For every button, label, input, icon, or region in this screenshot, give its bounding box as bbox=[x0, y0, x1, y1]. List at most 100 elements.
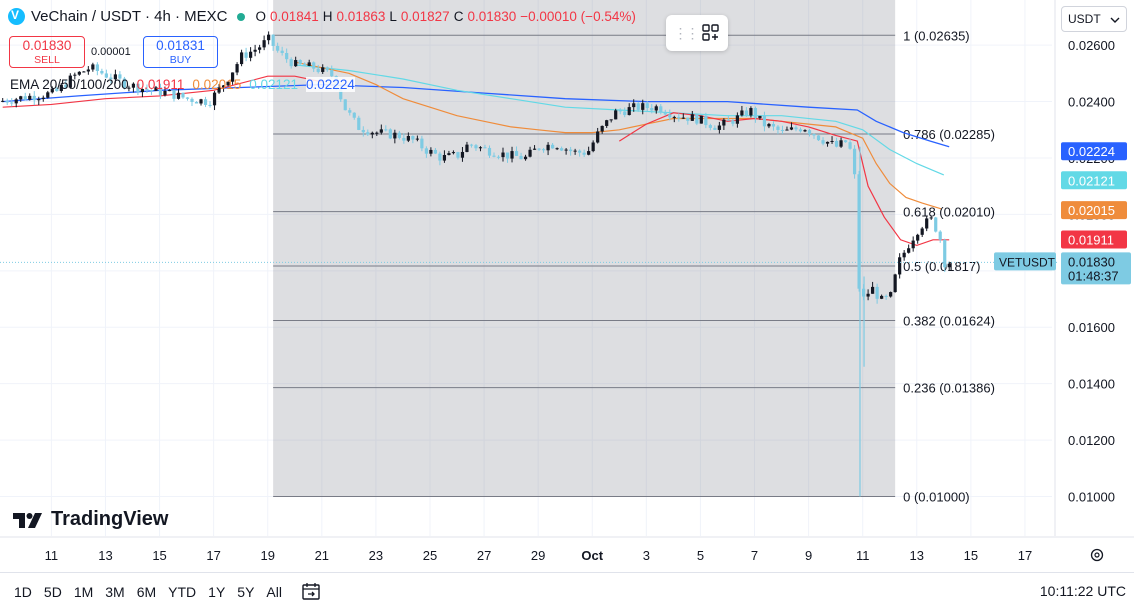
candle-body bbox=[154, 87, 158, 91]
utc-clock[interactable]: 10:11:22 UTC bbox=[1039, 583, 1126, 599]
candle-body bbox=[226, 81, 230, 86]
candle-body bbox=[406, 135, 410, 141]
ema200-value: 0.02224 bbox=[306, 77, 355, 92]
x-tick-label: 17 bbox=[206, 548, 220, 563]
symbol-tag-bg bbox=[994, 252, 1056, 271]
candle-body bbox=[203, 99, 208, 105]
range-button-all[interactable]: All bbox=[266, 583, 282, 600]
drag-handle-icon[interactable]: ⋮⋮ bbox=[673, 24, 700, 41]
candle-body bbox=[731, 120, 735, 124]
candle-body bbox=[514, 151, 519, 156]
candle-body bbox=[609, 119, 613, 121]
candle-body bbox=[726, 119, 730, 121]
candles bbox=[1, 31, 951, 497]
candle-body bbox=[235, 64, 239, 73]
candle-body bbox=[127, 87, 131, 89]
candle-body bbox=[911, 240, 915, 249]
candle-body bbox=[925, 218, 929, 229]
candle-body bbox=[41, 97, 45, 99]
x-tick-label: 23 bbox=[369, 548, 383, 563]
candle-body bbox=[487, 147, 492, 156]
candle-body bbox=[239, 52, 244, 65]
candle-body bbox=[880, 295, 884, 299]
candle-body bbox=[807, 130, 812, 134]
sell-button[interactable]: 0.01830 SELL bbox=[9, 36, 85, 68]
x-tick-label: 13 bbox=[910, 548, 924, 563]
candle-body bbox=[920, 228, 924, 235]
fib-retracement[interactable]: 1 (0.02635) 0.786 (0.02285) 0.618 (0.02010… bbox=[273, 0, 995, 505]
candle-body bbox=[713, 127, 717, 130]
sell-price: 0.01830 bbox=[22, 38, 72, 53]
symbol-title[interactable]: VeChain / USDT · 4h · MEXC bbox=[31, 8, 228, 25]
candle-body bbox=[596, 131, 600, 143]
candle-body bbox=[789, 127, 794, 130]
market-open-icon bbox=[237, 12, 246, 21]
candle-body bbox=[483, 147, 487, 149]
candle-body bbox=[289, 59, 293, 67]
candle-body bbox=[55, 88, 59, 92]
x-tick-label: 17 bbox=[1018, 548, 1032, 563]
calendar-go-to-date-icon[interactable] bbox=[300, 581, 322, 603]
range-button-ytd[interactable]: YTD bbox=[168, 583, 197, 600]
range-button-5y[interactable]: 5Y bbox=[237, 583, 255, 600]
candle-body bbox=[546, 144, 550, 151]
currency-select[interactable]: USDT bbox=[1061, 6, 1127, 32]
axes: 0.026000.024000.022000.020000.018000.016… bbox=[0, 0, 1134, 563]
candle-body bbox=[447, 153, 451, 156]
vechain-logo-icon bbox=[8, 8, 25, 25]
candle-body bbox=[600, 125, 604, 132]
candle-body bbox=[82, 71, 86, 73]
fib-level-label: 0 (0.01000) bbox=[903, 490, 970, 505]
high-value: 0.01863 bbox=[336, 9, 386, 24]
candle-body bbox=[825, 141, 830, 144]
candle-body bbox=[848, 142, 852, 149]
range-button-5d[interactable]: 5D bbox=[43, 583, 62, 600]
candle-body bbox=[145, 88, 149, 91]
tradingview-logo[interactable]: TradingView bbox=[13, 508, 168, 531]
gear-ring bbox=[1090, 548, 1104, 562]
ema-legend[interactable]: EMA 20/50/100/200 0.01911 0.02015 0.0212… bbox=[10, 77, 355, 92]
candle-body bbox=[541, 149, 546, 151]
candle-body bbox=[744, 110, 749, 116]
candle-body bbox=[14, 99, 18, 104]
candle-body bbox=[834, 140, 839, 147]
candle-body bbox=[798, 129, 803, 132]
y-tick-label: 0.01000 bbox=[1068, 490, 1115, 505]
buy-button[interactable]: 0.01831 BUY bbox=[143, 36, 218, 68]
candle-body bbox=[735, 115, 739, 124]
symbol-tag-label: VETUSDT bbox=[999, 255, 1056, 269]
range-button-1y[interactable]: 1Y bbox=[208, 583, 226, 600]
price-tag-bg bbox=[1061, 252, 1131, 285]
ema-lines bbox=[2, 61, 950, 247]
candle-body bbox=[113, 74, 117, 80]
candle-body bbox=[28, 95, 32, 100]
candle-body bbox=[357, 117, 361, 130]
candle-body bbox=[532, 148, 537, 150]
candle-body bbox=[866, 293, 870, 297]
candle-body bbox=[262, 40, 266, 48]
candle-body bbox=[131, 83, 136, 88]
candle-body bbox=[100, 70, 104, 74]
range-button-6m[interactable]: 6M bbox=[136, 583, 157, 600]
candle-body bbox=[194, 101, 199, 104]
chart-settings-icon[interactable] bbox=[1090, 548, 1104, 562]
object-tree-icon[interactable] bbox=[701, 23, 721, 43]
candle-body bbox=[821, 140, 825, 144]
candle-body bbox=[496, 156, 501, 158]
candle-body bbox=[249, 51, 253, 58]
change-value: −0.00010 (−0.54%) bbox=[520, 9, 636, 24]
range-button-1d[interactable]: 1D bbox=[14, 583, 32, 600]
range-button-3m[interactable]: 3M bbox=[105, 583, 125, 600]
candle-body bbox=[753, 108, 758, 119]
price-chart[interactable]: 1 (0.02635) 0.786 (0.02285) 0.618 (0.02010… bbox=[0, 0, 1134, 572]
candle-body bbox=[167, 90, 172, 92]
range-button-1m[interactable]: 1M bbox=[73, 583, 94, 600]
candle-body bbox=[176, 92, 181, 99]
x-tick-label: 21 bbox=[315, 548, 329, 563]
candle-body bbox=[91, 64, 95, 70]
drawing-toolbar[interactable]: ⋮⋮ bbox=[666, 15, 728, 51]
currency-select-value: USDT bbox=[1068, 12, 1101, 26]
candle-body bbox=[343, 99, 347, 111]
candle-body bbox=[569, 149, 573, 152]
